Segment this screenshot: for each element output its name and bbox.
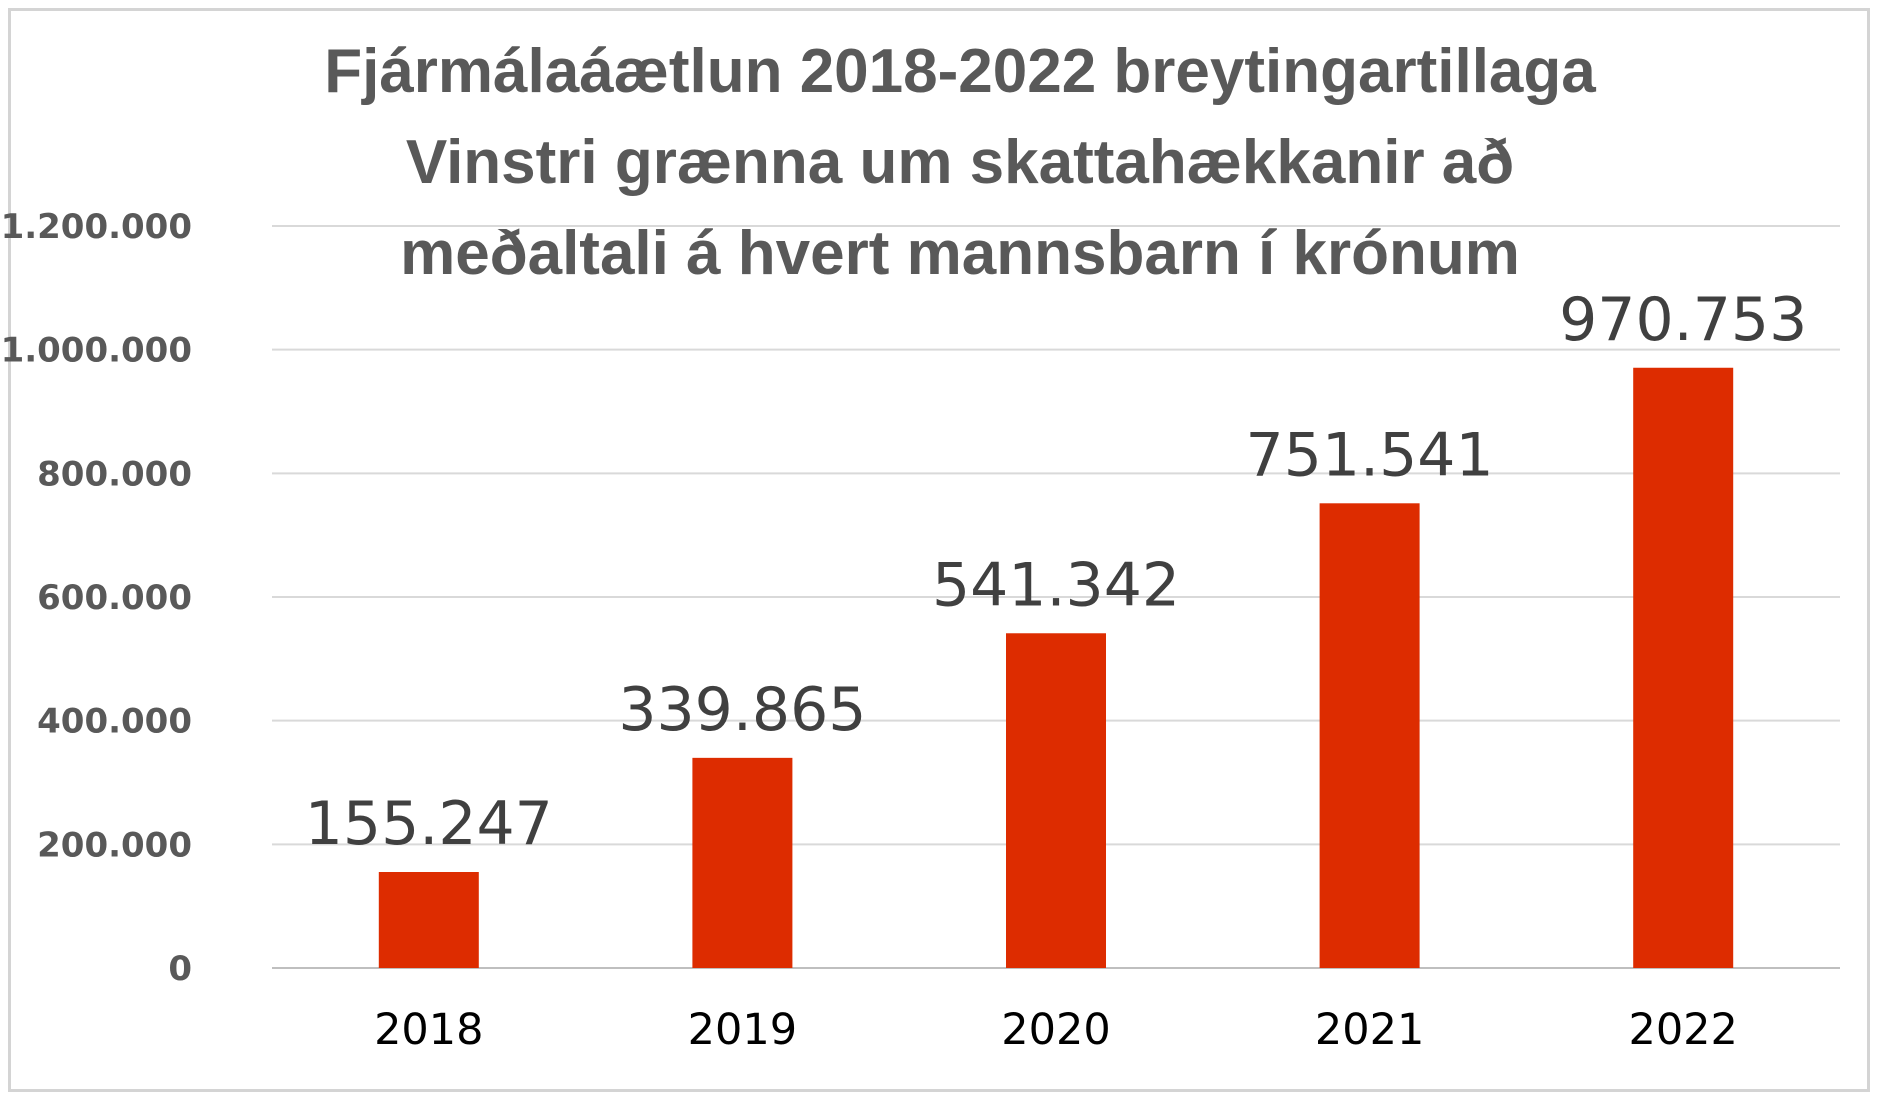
bar-2022 (1633, 367, 1734, 968)
chart-title-line-1: Fjármálaáætlun 2018-2022 breytingartilla… (324, 37, 1596, 106)
y-tick-label: 400.000 (37, 702, 192, 742)
data-label-2022: 970.753 (1559, 285, 1807, 355)
y-tick-label: 1.200.000 (1, 207, 192, 247)
x-axis-ticks: 2018 2019 2020 2021 2022 (374, 1005, 1738, 1055)
y-tick-label: 600.000 (37, 578, 192, 618)
y-tick-label: 800.000 (37, 454, 192, 494)
x-tick-label-2022: 2022 (1628, 1005, 1737, 1055)
chart-title: Fjármálaáætlun 2018-2022 breytingartilla… (324, 37, 1596, 288)
gridlines (272, 225, 1840, 969)
bar-2021 (1319, 503, 1420, 968)
data-labels: 155.247 339.865 541.342 751.541 970.753 (305, 285, 1808, 859)
x-tick-label-2021: 2021 (1315, 1005, 1424, 1055)
data-label-2018: 155.247 (305, 789, 553, 859)
data-label-2020: 541.342 (932, 550, 1180, 620)
bars (378, 367, 1734, 968)
y-tick-label: 1.000.000 (1, 331, 192, 371)
x-tick-label-2020: 2020 (1001, 1005, 1110, 1055)
y-tick-label: 200.000 (37, 825, 192, 865)
chart-title-line-2: Vinstri grænna um skattahækkanir að (406, 128, 1514, 197)
x-tick-label-2019: 2019 (688, 1005, 797, 1055)
y-axis-ticks: 0 200.000 400.000 600.000 800.000 1.000.000 1.… (1, 207, 192, 989)
y-tick-label: 0 (168, 949, 192, 989)
chart-title-line-3: meðaltali á hvert mannsbarn í krónum (400, 219, 1520, 288)
data-label-2021: 751.541 (1246, 420, 1494, 490)
data-label-2019: 339.865 (618, 675, 866, 745)
chart-frame (8, 8, 1870, 1092)
x-tick-label-2018: 2018 (374, 1005, 483, 1055)
bar-2019 (692, 757, 793, 968)
bar-2018 (378, 872, 479, 968)
bar-2020 (1006, 633, 1106, 968)
